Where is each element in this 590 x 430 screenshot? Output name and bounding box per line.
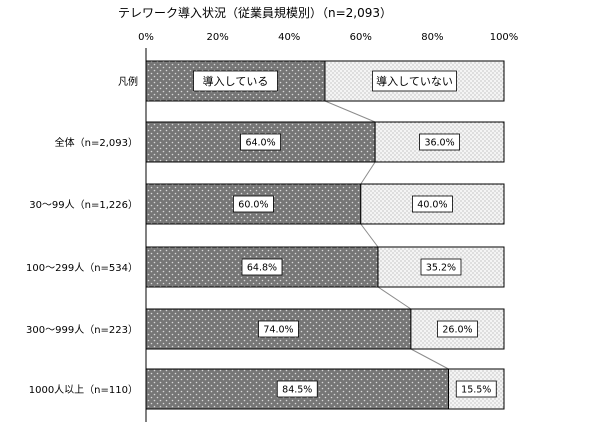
data-label-not-introduced: 36.0% [424,137,454,148]
chart-title: テレワーク導入状況（従業員規模別）（n=2,093） [118,6,393,20]
legend-entry-introduced: 導入している [203,74,269,88]
category-label: 30～99人（n=1,226） [29,199,138,211]
x-tick-label: 0% [138,32,154,43]
data-label-introduced-box [258,320,299,338]
series-connector-line [324,100,376,123]
legend-entry-not-introduced-box [372,70,457,92]
x-tick-label: 20% [206,32,228,43]
series-connector-line [360,223,379,248]
x-tick-label: 80% [421,32,443,43]
x-tick-label: 60% [350,32,372,43]
data-label-not-introduced-box [455,380,497,398]
x-tick-label: 100% [490,32,519,43]
data-label-introduced-box [276,380,318,398]
data-label-not-introduced: 40.0% [417,199,447,210]
series-connector-line [377,286,412,310]
series-connector-line [360,161,376,185]
data-label-not-introduced-box [419,133,460,151]
category-label: 100～299人（n=534） [26,262,138,274]
category-label: 全体（n=2,093） [55,136,138,149]
category-label: 300～999人（n=223） [26,324,138,336]
data-label-introduced: 60.0% [238,199,268,210]
data-label-introduced: 64.8% [247,262,277,273]
data-label-introduced-box [241,258,283,276]
data-label-not-introduced: 15.5% [461,384,491,395]
data-label-not-introduced-box [420,258,462,276]
data-label-not-introduced: 35.2% [426,262,456,273]
data-label-not-introduced-box [437,320,478,338]
legend-entry-introduced-box [193,70,278,92]
legend-entry-not-introduced: 導入していない [376,74,453,88]
data-label-introduced: 84.5% [282,384,312,395]
x-tick-label: 40% [278,32,300,43]
series-connector-line [410,348,449,370]
data-label-not-introduced: 26.0% [442,324,472,335]
data-label-not-introduced-box [411,195,453,213]
legend-label: 凡例 [118,75,138,88]
data-label-introduced-box [232,195,274,213]
data-label-introduced-box [240,133,281,151]
data-label-introduced: 64.0% [245,137,275,148]
data-label-introduced: 74.0% [263,324,293,335]
category-label: 1000人以上（n=110） [29,384,138,396]
